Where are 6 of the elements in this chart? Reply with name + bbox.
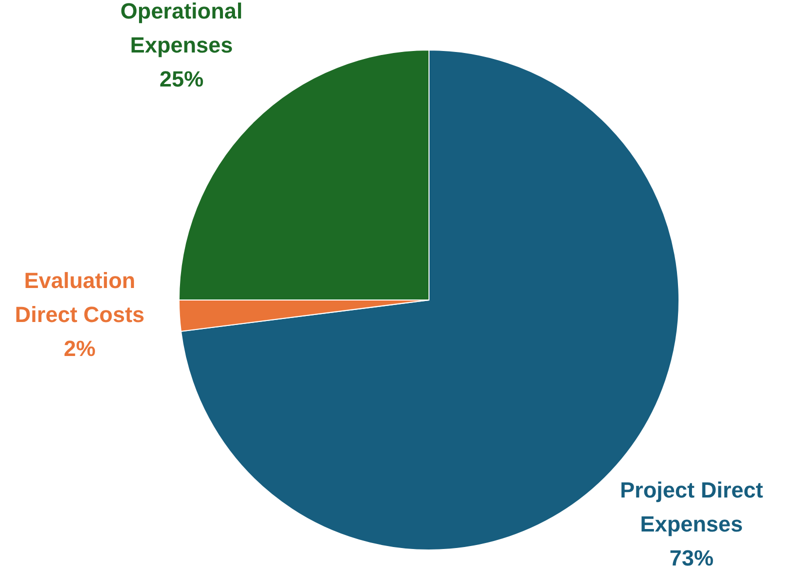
slice-label: Project Direct Expenses <box>620 477 764 536</box>
slice-label: Operational Expenses <box>120 0 243 58</box>
data-label: 73% <box>670 545 714 570</box>
data-label: 2% <box>64 336 96 361</box>
slice-label: Evaluation Direct Costs <box>14 268 144 327</box>
data-label: 25% <box>159 66 204 92</box>
